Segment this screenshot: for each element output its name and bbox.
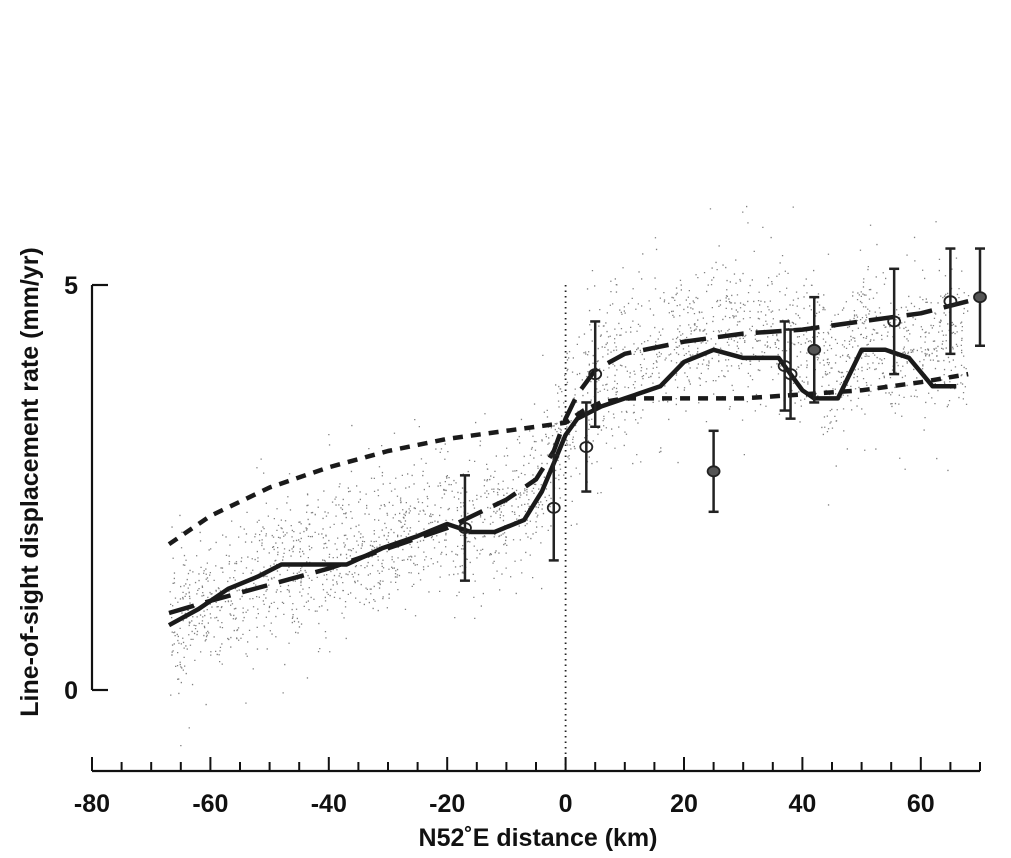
data-point-marker: [807, 343, 822, 356]
data-point: [706, 429, 721, 514]
series-layer: [167, 299, 969, 628]
x-tick-label: -60: [192, 790, 228, 818]
y-axis-title: Line-of-sight displacement rate (mm/yr): [16, 247, 44, 717]
data-point: [777, 320, 792, 412]
data-point: [588, 320, 603, 428]
data-point-marker: [458, 522, 472, 534]
data-point: [579, 401, 594, 493]
scatter-cloud: [169, 205, 970, 747]
x-tick-label: 60: [907, 790, 935, 818]
axes: [90, 283, 981, 773]
x-axis-title: N52˚E distance (km): [419, 824, 658, 852]
y-tick-label: 0: [64, 677, 78, 705]
x-tick-label: 20: [670, 790, 698, 818]
series-line-solid: [167, 347, 957, 628]
y-tick-label: 5: [64, 272, 78, 300]
data-point: [887, 267, 902, 376]
data-point: [783, 328, 798, 420]
data-points-layer: [458, 247, 987, 582]
data-point-marker: [588, 368, 603, 381]
data-point-marker: [706, 465, 721, 478]
x-tick-label: -40: [311, 790, 347, 818]
x-tick-label: -20: [429, 790, 465, 818]
x-tick-label: 40: [788, 790, 816, 818]
scatter-points: [169, 205, 970, 747]
data-point-marker: [546, 501, 561, 514]
data-point: [807, 295, 822, 404]
series-line-short-dash: [167, 371, 969, 547]
data-point-marker: [887, 315, 902, 328]
data-point-marker: [973, 291, 987, 304]
data-point-marker: [579, 441, 594, 453]
data-point: [943, 247, 958, 356]
tick-labels: -80 -60 -40 -20 0 20 40 60 0 5: [64, 272, 935, 818]
x-tick-label: 0: [559, 790, 573, 818]
data-point: [458, 474, 472, 582]
series-line-long-dash: [168, 299, 969, 616]
data-point: [973, 247, 987, 347]
data-point-marker: [943, 295, 958, 308]
data-point-marker: [783, 368, 798, 381]
x-tick-label: -80: [74, 790, 110, 818]
data-point: [546, 453, 561, 562]
